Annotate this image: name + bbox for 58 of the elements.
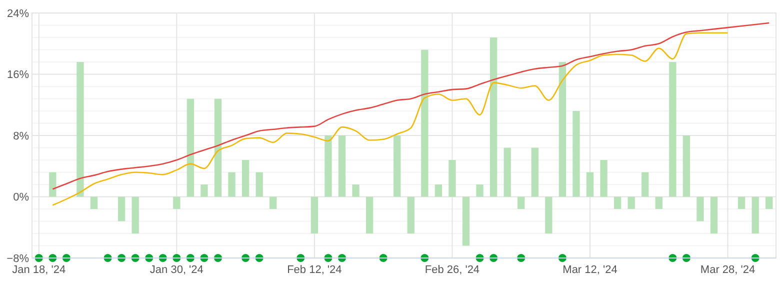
bar [394,136,401,197]
bar [710,196,718,234]
bar [90,196,98,209]
bar [476,184,484,197]
bar [669,62,676,197]
bar [752,196,759,234]
bar [586,172,594,197]
bar [655,196,662,209]
bar [628,196,635,209]
x-tick-label: Jan 18, '24 [12,264,66,276]
bar [366,196,374,234]
bar [462,196,470,246]
bar [558,62,566,197]
x-tick-label: Mar 12, '24 [562,264,618,276]
y-tick-label: 16% [6,69,30,82]
bar [448,160,456,197]
bar [49,172,56,197]
bar [572,111,580,197]
bar [242,160,250,197]
bar [200,184,208,197]
bar [214,98,222,197]
bar [310,196,318,234]
y-tick-label: 0% [13,192,30,204]
x-tick-label: Mar 28, '24 [700,264,756,276]
bar [642,172,649,197]
y-tick-label: −8% [6,252,30,265]
bar [504,148,511,197]
line-series [52,22,770,190]
bar [614,196,622,209]
bar [434,184,442,197]
bar [338,136,346,197]
bar [407,196,414,234]
bar [545,196,552,234]
bar [738,196,746,209]
bar [270,196,277,209]
bar [490,38,498,197]
bar [228,172,236,197]
bar [132,196,139,234]
bar [682,136,690,197]
y-tick-label: 24% [6,8,30,20]
bar [118,196,126,222]
x-tick-label: Jan 30, '24 [150,264,204,276]
bar [324,136,332,197]
bar [518,196,525,209]
bar [352,184,360,197]
bar [421,50,428,197]
bar [76,62,84,197]
line-series [52,32,728,206]
x-tick-label: Feb 26, '24 [424,264,480,276]
x-tick-label: Feb 12, '24 [287,264,342,276]
y-tick-label: 8% [13,130,30,142]
bar [256,172,263,197]
bar [600,160,608,197]
bar [173,196,180,209]
bar [766,196,773,209]
bar [696,196,704,222]
bar [186,98,194,197]
bar [531,148,538,197]
